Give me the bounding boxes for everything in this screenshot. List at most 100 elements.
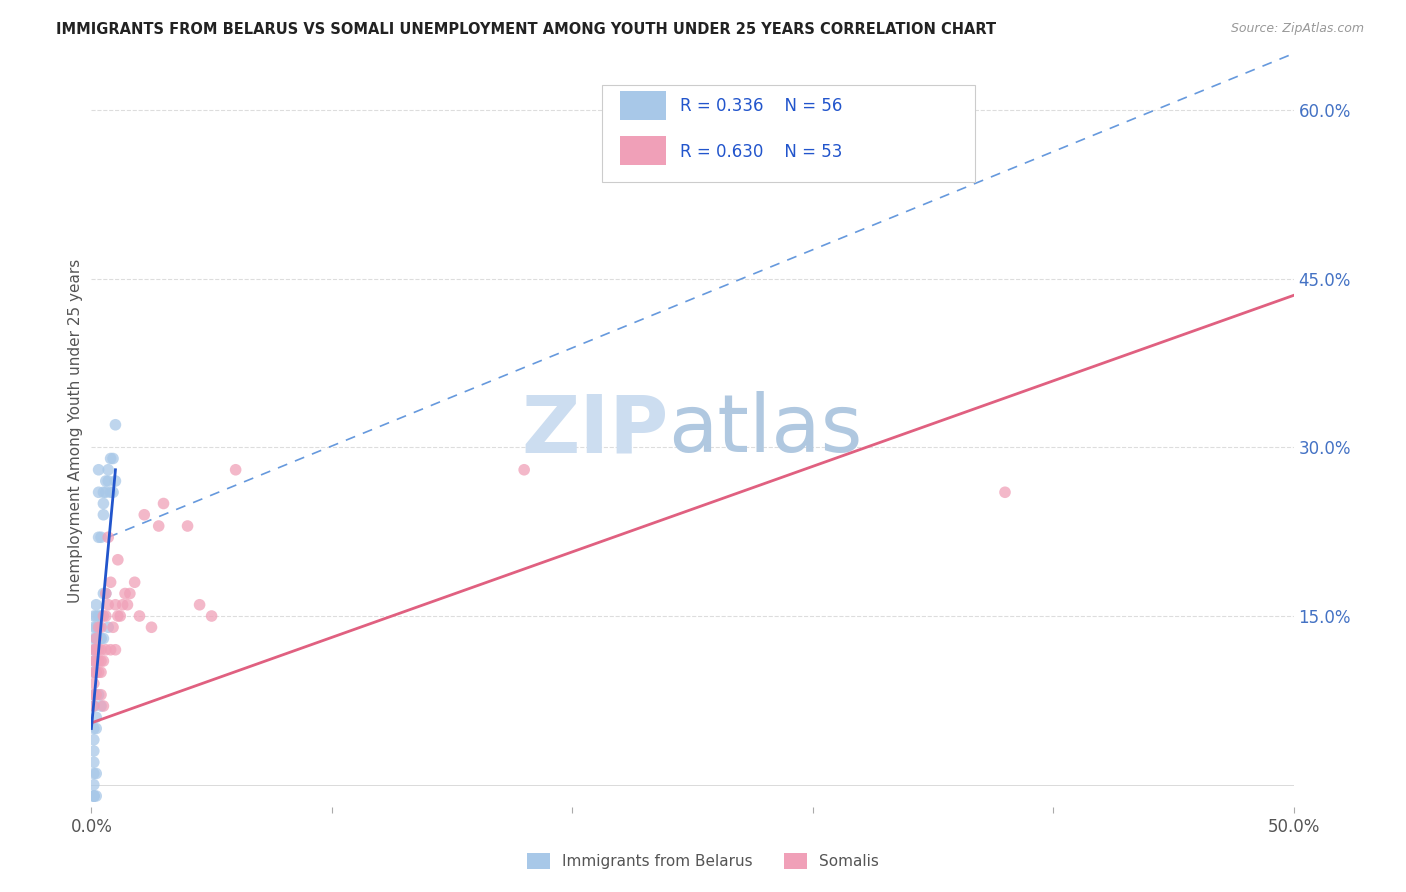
- Point: [90, 688, 112, 702]
- Point: [83, 756, 105, 770]
- Point: [84, 632, 107, 646]
- Point: [83, 766, 105, 780]
- Point: [97, 474, 120, 488]
- Point: [90, 620, 112, 634]
- Point: [93, 496, 115, 510]
- Point: [93, 632, 115, 646]
- Text: ZIP: ZIP: [522, 392, 668, 469]
- Point: [83, 789, 105, 803]
- Point: [97, 598, 120, 612]
- Point: [114, 586, 136, 600]
- Point: [87, 463, 110, 477]
- Point: [100, 642, 122, 657]
- Text: R = 0.630    N = 53: R = 0.630 N = 53: [681, 143, 842, 161]
- Point: [152, 496, 174, 510]
- Point: [83, 632, 105, 646]
- Point: [104, 474, 127, 488]
- Point: [93, 485, 115, 500]
- FancyBboxPatch shape: [620, 91, 666, 120]
- Point: [84, 665, 107, 680]
- Point: [97, 530, 120, 544]
- Point: [84, 688, 107, 702]
- Point: [83, 789, 105, 803]
- Point: [83, 789, 105, 803]
- Point: [128, 609, 150, 624]
- Point: [94, 586, 117, 600]
- Point: [83, 654, 105, 668]
- Point: [94, 474, 117, 488]
- Point: [87, 485, 110, 500]
- Point: [107, 609, 129, 624]
- Point: [84, 642, 107, 657]
- Point: [83, 688, 105, 702]
- Y-axis label: Unemployment Among Youth under 25 years: Unemployment Among Youth under 25 years: [67, 259, 83, 602]
- Point: [84, 766, 107, 780]
- Point: [994, 485, 1017, 500]
- Point: [84, 598, 107, 612]
- Point: [922, 136, 945, 151]
- Point: [83, 620, 105, 634]
- Point: [87, 530, 110, 544]
- Point: [83, 698, 105, 713]
- Point: [94, 642, 117, 657]
- Point: [83, 688, 105, 702]
- Point: [100, 575, 122, 590]
- Point: [111, 598, 134, 612]
- Point: [84, 722, 107, 736]
- Point: [83, 665, 105, 680]
- Point: [93, 698, 115, 713]
- Point: [93, 609, 115, 624]
- Point: [117, 598, 139, 612]
- Point: [90, 632, 112, 646]
- Point: [97, 620, 120, 634]
- Point: [84, 632, 107, 646]
- Point: [87, 609, 110, 624]
- Text: Source: ZipAtlas.com: Source: ZipAtlas.com: [1230, 22, 1364, 36]
- Point: [101, 620, 124, 634]
- Point: [134, 508, 156, 522]
- Point: [100, 451, 122, 466]
- Point: [83, 789, 105, 803]
- Legend: Immigrants from Belarus, Somalis: Immigrants from Belarus, Somalis: [522, 847, 884, 875]
- Point: [90, 609, 112, 624]
- Point: [118, 586, 141, 600]
- Point: [87, 665, 110, 680]
- Point: [87, 642, 110, 657]
- Point: [94, 609, 117, 624]
- Point: [83, 732, 105, 747]
- FancyBboxPatch shape: [620, 136, 666, 165]
- Point: [104, 598, 127, 612]
- Point: [84, 642, 107, 657]
- Point: [83, 744, 105, 758]
- Point: [104, 417, 127, 432]
- Point: [101, 451, 124, 466]
- Point: [83, 778, 105, 792]
- Point: [84, 609, 107, 624]
- Point: [141, 620, 163, 634]
- Point: [225, 463, 247, 477]
- Point: [90, 665, 112, 680]
- Point: [97, 463, 120, 477]
- Point: [104, 642, 127, 657]
- Point: [84, 789, 107, 803]
- Point: [87, 620, 110, 634]
- Point: [83, 642, 105, 657]
- Point: [94, 485, 117, 500]
- Point: [83, 609, 105, 624]
- Point: [84, 710, 107, 724]
- Point: [94, 586, 117, 600]
- Point: [83, 698, 105, 713]
- Point: [84, 654, 107, 668]
- Point: [90, 632, 112, 646]
- Point: [84, 620, 107, 634]
- Text: IMMIGRANTS FROM BELARUS VS SOMALI UNEMPLOYMENT AMONG YOUTH UNDER 25 YEARS CORREL: IMMIGRANTS FROM BELARUS VS SOMALI UNEMPL…: [56, 22, 997, 37]
- Point: [90, 698, 112, 713]
- Point: [201, 609, 224, 624]
- Point: [93, 508, 115, 522]
- Point: [124, 575, 146, 590]
- Point: [84, 665, 107, 680]
- FancyBboxPatch shape: [602, 85, 974, 182]
- Point: [93, 586, 115, 600]
- Point: [93, 654, 115, 668]
- Point: [83, 654, 105, 668]
